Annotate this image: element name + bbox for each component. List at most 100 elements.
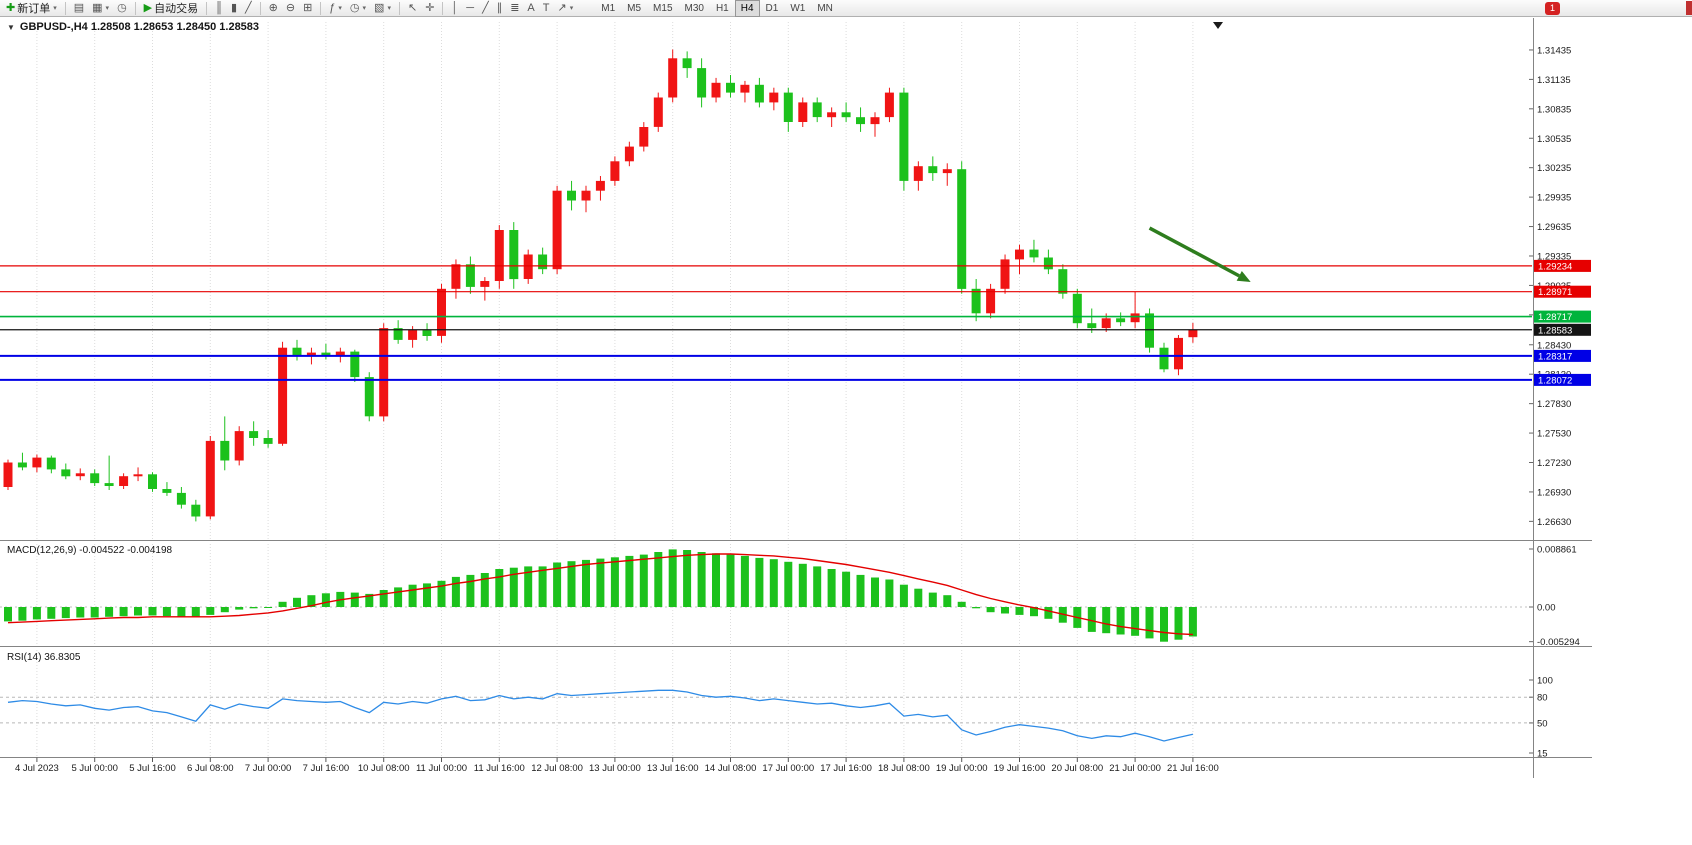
fibonacci-button[interactable]: ≣ <box>506 0 523 17</box>
candle <box>1116 312 1126 327</box>
arrows-button[interactable]: ↗ ▾ <box>554 0 578 17</box>
svg-text:1.27230: 1.27230 <box>1537 458 1571 469</box>
horizontal-line[interactable]: 1.28971 <box>0 285 1591 299</box>
candle <box>249 421 259 446</box>
macd-axis[interactable]: 0.008861 0.00 -0.005294 <box>1529 545 1580 649</box>
svg-text:11 Jul 16:00: 11 Jul 16:00 <box>474 763 525 774</box>
arrow-annotation[interactable] <box>1148 226 1251 282</box>
candle <box>278 341 288 446</box>
indicators-button[interactable]: ƒ ▾ <box>325 0 346 17</box>
text-button[interactable]: A <box>523 0 538 17</box>
timeframe-button-m5[interactable]: M5 <box>627 2 642 14</box>
horizontal-line[interactable]: 1.28717 <box>0 310 1591 324</box>
macd-bar <box>1174 607 1183 640</box>
svg-text:1.28072: 1.28072 <box>1538 375 1572 386</box>
candle <box>422 323 432 341</box>
macd-bar <box>235 607 244 610</box>
trendline-button[interactable]: ╱ <box>478 0 493 17</box>
candle <box>133 467 143 482</box>
macd-bar <box>278 601 287 607</box>
candle <box>812 97 822 123</box>
price-tag <box>1534 285 1591 298</box>
svg-text:1.31435: 1.31435 <box>1537 46 1571 57</box>
crosshair-button[interactable]: ✛ <box>421 0 438 17</box>
candle <box>610 156 620 186</box>
candle <box>986 283 996 319</box>
horizontal-line-button[interactable]: ─ <box>462 0 478 17</box>
notifications-badge[interactable]: 1 <box>1545 2 1560 15</box>
timeframe-button-h4[interactable]: H4 <box>734 0 760 17</box>
trendline-icon: ╱ <box>482 1 489 14</box>
timeframe-button-d1[interactable]: D1 <box>765 2 779 14</box>
price-axis[interactable]: 1.31435 1.31135 1.30835 1.30535 1.30235 1.299… <box>1529 46 1571 528</box>
macd-bar <box>1044 607 1053 619</box>
equidistant-channel-button[interactable]: ∥ <box>493 0 507 17</box>
charts-button[interactable]: ▤ <box>70 0 88 17</box>
candle <box>465 256 475 294</box>
candle <box>754 77 764 108</box>
rsi-layer <box>0 689 1532 742</box>
macd-bar <box>871 577 879 607</box>
candle <box>379 323 389 422</box>
price-tag <box>1534 323 1591 336</box>
candle <box>90 469 100 486</box>
line-chart-button[interactable]: ╱ <box>241 0 256 17</box>
vertical-line-button[interactable]: │ <box>447 0 462 17</box>
collapse-triangle-icon[interactable]: ▼ <box>7 22 15 32</box>
timeframe-button-h1[interactable]: H1 <box>715 2 729 14</box>
tile-windows-button[interactable]: ⊞ <box>299 0 316 17</box>
candle <box>148 472 157 492</box>
macd-bar <box>220 607 229 613</box>
profiles-button[interactable]: ▦ ▾ <box>88 0 113 17</box>
horizontal-line[interactable]: 1.29234 <box>0 259 1591 273</box>
alerts-button[interactable]: ◷ <box>113 0 131 17</box>
periods-button[interactable]: ◷ ▾ <box>346 0 370 17</box>
new-order-button[interactable]: ✚ 新订单 ▾ <box>2 0 61 17</box>
macd-bar <box>769 559 778 607</box>
timeframe-button-m30[interactable]: M30 <box>684 2 704 14</box>
zoom-in-button[interactable]: ⊕ <box>265 0 282 17</box>
candle <box>292 339 302 361</box>
macd-bar <box>943 595 952 607</box>
timeframe-button-w1[interactable]: W1 <box>790 2 806 14</box>
macd-bar <box>206 607 215 615</box>
macd-bar <box>162 607 171 617</box>
svg-text:15: 15 <box>1537 749 1548 760</box>
macd-bar <box>654 552 663 607</box>
zoom-out-button[interactable]: ⊖ <box>282 0 299 17</box>
macd-bar <box>1087 607 1096 632</box>
horizontal-line[interactable]: 1.28317 <box>0 349 1591 363</box>
candle <box>870 112 880 137</box>
candle <box>711 77 721 103</box>
candle <box>624 141 634 167</box>
timeframe-button-m1[interactable]: M1 <box>601 2 616 14</box>
caret-down-icon: ▾ <box>105 5 110 12</box>
crosshair-icon: ✛ <box>425 1 435 14</box>
svg-text:1.26930: 1.26930 <box>1537 487 1571 498</box>
candle <box>856 107 865 132</box>
text-label-button[interactable]: T <box>539 0 554 17</box>
macd-bar <box>1131 607 1140 636</box>
svg-text:1.29234: 1.29234 <box>1538 261 1572 272</box>
macd-bar <box>538 566 547 607</box>
candlestick-chart-button[interactable]: ▮ <box>227 0 241 17</box>
bar-chart-button[interactable]: ║ <box>211 0 227 17</box>
clipped-toolbar-icon <box>1686 1 1692 15</box>
macd-bar <box>1102 607 1111 634</box>
candle <box>783 87 793 132</box>
shift-end-marker[interactable] <box>1213 22 1223 29</box>
horizontal-line[interactable]: 1.28072 <box>0 373 1591 387</box>
auto-trading-button[interactable]: ▶ 自动交易 <box>140 0 202 17</box>
candle <box>567 180 576 211</box>
horizontal-line[interactable]: 1.28583 <box>0 323 1591 337</box>
candle <box>971 279 981 322</box>
timeframe-button-m15[interactable]: M15 <box>653 2 673 14</box>
candle <box>726 75 735 98</box>
rsi-axis[interactable]: 100 80 50 15 <box>1529 676 1553 760</box>
macd-bar <box>1030 607 1038 617</box>
time-axis[interactable]: 4 Jul 2023 5 Jul 00:00 5 Jul 16:00 6 Jul 08… <box>15 757 1219 775</box>
timeframe-button-mn[interactable]: MN <box>817 2 833 14</box>
cursor-button[interactable]: ↖ <box>404 0 421 17</box>
macd-bar <box>61 607 70 619</box>
templates-button[interactable]: ▧ ▾ <box>370 0 395 17</box>
